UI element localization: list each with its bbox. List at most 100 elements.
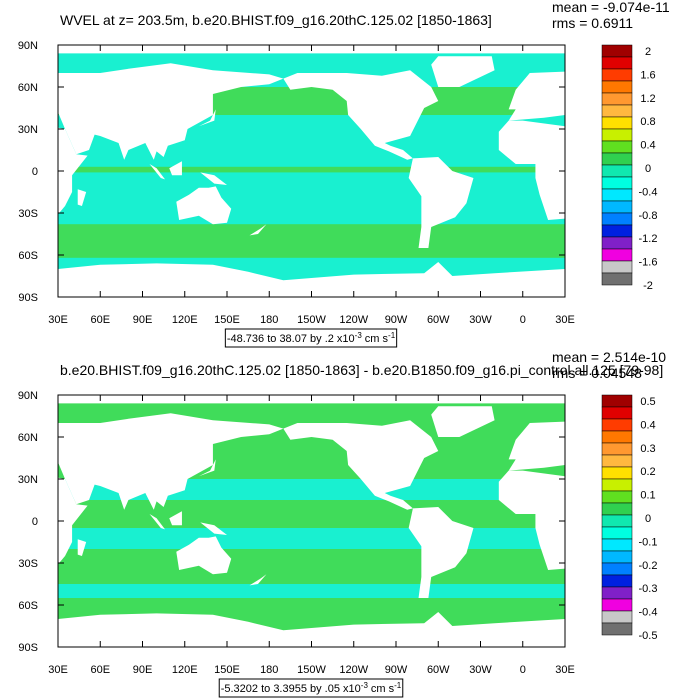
lon-label: 180 xyxy=(260,314,278,326)
range-box: -5.3202 to 3.3955 by .05 x10-3 cm s-1 xyxy=(218,678,404,698)
colorbar-box xyxy=(601,92,633,106)
panel: b.e20.BHIST.f09_g16.20thC.125.02 [1850-1… xyxy=(18,349,666,698)
colorbar-box xyxy=(601,128,633,142)
land xyxy=(198,109,216,127)
colorbar-box xyxy=(601,200,633,214)
ocean-band xyxy=(58,528,565,549)
colorbar-label: -2 xyxy=(643,280,653,292)
lon-label: 60E xyxy=(90,314,110,326)
colorbar-label: 0.5 xyxy=(640,396,655,408)
colorbar-box xyxy=(601,176,633,190)
range-values: -48.736 to 38.07 by .2 x10 xyxy=(227,333,355,345)
land xyxy=(249,224,267,236)
land xyxy=(58,63,284,160)
colorbar-label: -1.6 xyxy=(639,257,658,269)
colorbar-box xyxy=(601,248,633,262)
lon-label: 120W xyxy=(339,664,368,676)
land xyxy=(498,120,565,220)
lat-label: 60N xyxy=(18,82,38,94)
colorbar-box xyxy=(601,44,633,58)
land xyxy=(149,164,166,180)
range-units: cm s xyxy=(371,683,395,695)
colorbar-label: 0.3 xyxy=(640,443,655,455)
mean-stat: mean = 2.514e-10 xyxy=(552,349,666,365)
colorbar-label: -0.4 xyxy=(639,607,658,619)
lat-label: 0 xyxy=(32,166,38,178)
colorbar-label: -0.2 xyxy=(639,560,658,572)
panel-title: WVEL at z= 203.5m, b.e20.BHIST.f09_g16.2… xyxy=(60,12,492,28)
colorbar-box xyxy=(601,502,633,516)
colorbar-box xyxy=(601,164,633,178)
lon-label: 30W xyxy=(469,314,492,326)
colorbar-box xyxy=(601,574,633,588)
colorbar-label: 0.8 xyxy=(640,116,655,128)
land xyxy=(514,439,520,451)
range-exp: -3 xyxy=(361,681,369,690)
lon-label: 90W xyxy=(385,314,408,326)
land xyxy=(249,574,267,586)
land xyxy=(149,514,166,530)
lat-label: 60S xyxy=(18,600,38,612)
lon-label: 60E xyxy=(90,664,110,676)
range-exp: -3 xyxy=(355,331,363,340)
range-text: -48.736 to 38.07 by .2 x10-3 cm s-1 xyxy=(227,331,396,345)
land xyxy=(176,186,232,225)
colorbar-box xyxy=(601,406,633,420)
colorbar-label: 1.2 xyxy=(640,93,655,105)
lon-label: 0 xyxy=(520,314,526,326)
colorbar-box xyxy=(601,140,633,154)
land xyxy=(431,406,495,437)
lon-label: 120E xyxy=(172,314,198,326)
lon-label: 90E xyxy=(133,664,153,676)
colorbar-box xyxy=(601,442,633,456)
colorbar-box xyxy=(601,610,633,624)
colorbar-box xyxy=(601,152,633,166)
lat-label: 90N xyxy=(18,390,38,402)
ocean-band xyxy=(58,224,565,258)
colorbar-box xyxy=(601,188,633,202)
lon-label: 30E xyxy=(48,664,68,676)
rms-stat: rms = 0.04548 xyxy=(552,365,642,381)
lon-label: 60W xyxy=(427,664,450,676)
colorbar-box xyxy=(601,224,633,238)
range-units: cm s xyxy=(365,333,389,345)
lat-label: 60N xyxy=(18,432,38,444)
lon-label: 150E xyxy=(214,664,240,676)
colorbar-box xyxy=(601,622,633,636)
land xyxy=(408,507,474,598)
lon-label: 90E xyxy=(133,314,153,326)
land xyxy=(408,157,474,248)
colorbar-label: 0.2 xyxy=(640,466,655,478)
colorbar-box xyxy=(601,418,633,432)
range-values: -5.3202 to 3.3955 by .05 x10 xyxy=(221,683,361,695)
lat-label: 30N xyxy=(18,474,38,486)
colorbar-box xyxy=(601,478,633,492)
range-box: -48.736 to 38.07 by .2 x10-3 cm s-1 xyxy=(224,328,398,348)
land xyxy=(508,421,565,471)
range-frame xyxy=(224,328,398,348)
lat-label: 60S xyxy=(18,250,38,262)
panel-title: b.e20.BHIST.f09_g16.20thC.125.02 [1850-1… xyxy=(60,362,663,378)
land xyxy=(58,127,88,215)
lon-label: 90W xyxy=(385,664,408,676)
range-text: -5.3202 to 3.3955 by .05 x10-3 cm s-1 xyxy=(221,681,402,695)
land xyxy=(431,56,495,87)
mean-stat: mean = -9.074e-11 xyxy=(552,0,670,15)
colorbar-label: 0.4 xyxy=(640,140,655,152)
land xyxy=(176,536,232,575)
land xyxy=(58,612,565,647)
land xyxy=(58,262,565,297)
colorbar-box xyxy=(601,80,633,94)
lat-label: 30N xyxy=(18,124,38,136)
range-units-exp: -1 xyxy=(388,331,396,340)
colorbar-box xyxy=(601,212,633,226)
lat-label: 90S xyxy=(18,642,38,654)
land xyxy=(283,420,439,510)
colorbar-box xyxy=(601,236,633,250)
lon-label: 120W xyxy=(339,314,368,326)
colorbar-label: 1.6 xyxy=(640,69,655,81)
lon-label: 30E xyxy=(555,314,575,326)
colorbar-box xyxy=(601,514,633,528)
land xyxy=(200,522,227,535)
